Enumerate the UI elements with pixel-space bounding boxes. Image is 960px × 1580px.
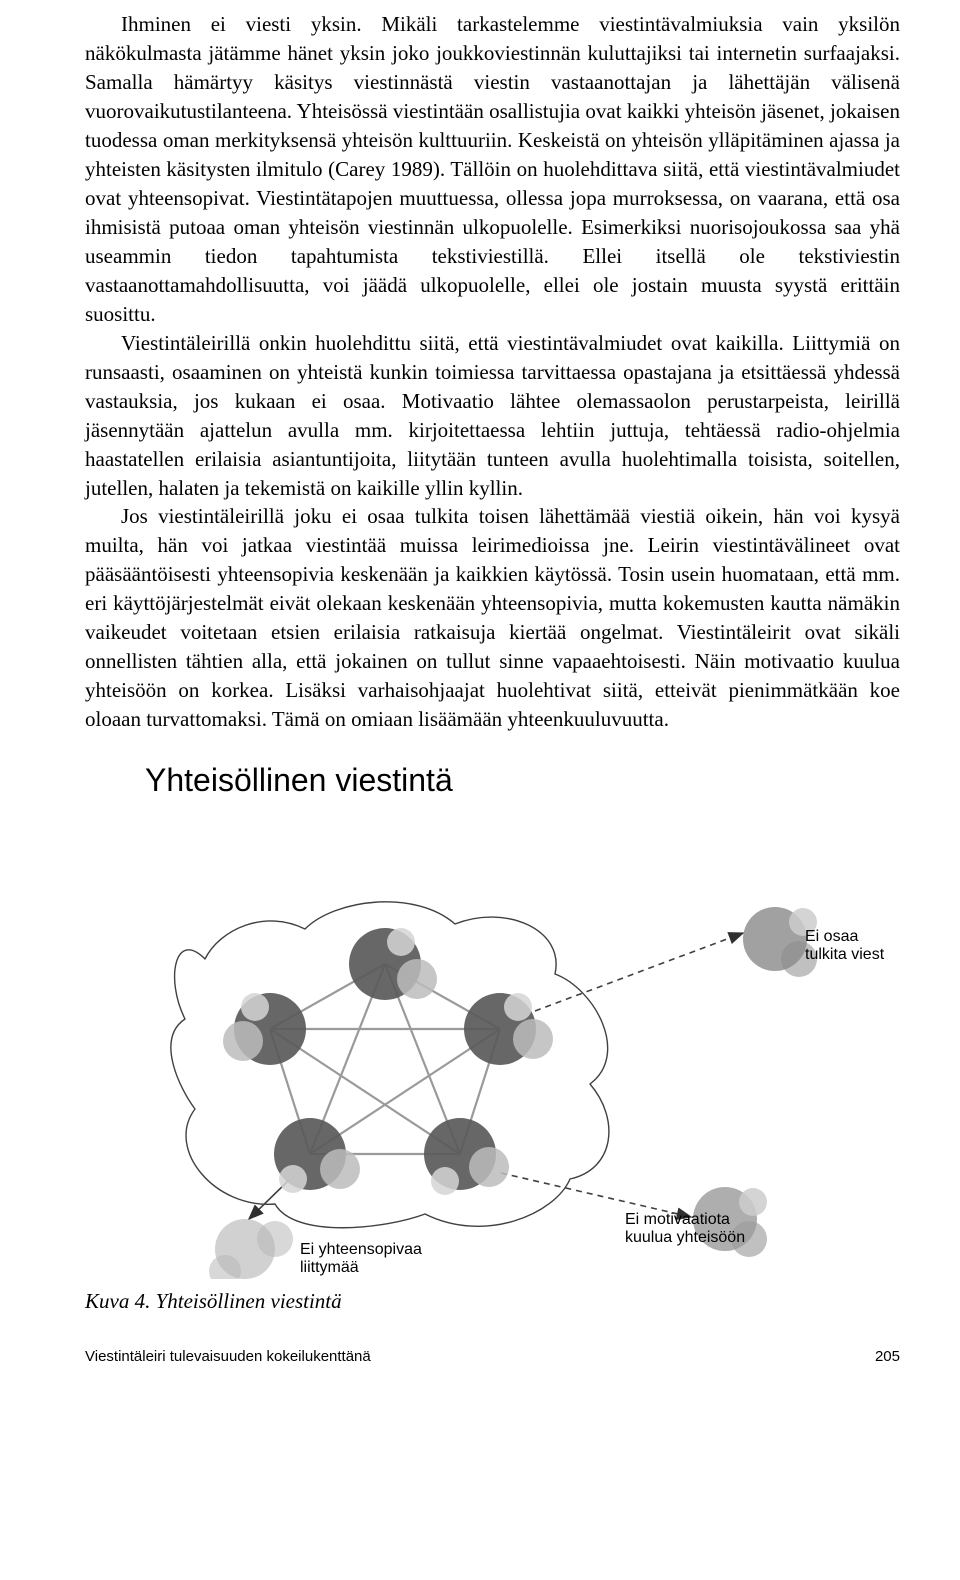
svg-text:Ei osaatulkita viestiä: Ei osaatulkita viestiä bbox=[805, 928, 885, 963]
figure-caption: Kuva 4. Yhteisöllinen viestintä bbox=[85, 1289, 900, 1314]
diagram-container: Yhteisöllinen viestintä Ei osaatulkita v… bbox=[85, 762, 900, 1314]
diagram-svg: Ei osaatulkita viestiä Ei motivaatiotakuu… bbox=[85, 809, 885, 1279]
paragraph-3: Jos viestintäleirillä joku ei osaa tulki… bbox=[85, 502, 900, 734]
paragraph-2: Viestintäleirillä onkin huolehdittu siit… bbox=[85, 329, 900, 503]
svg-text:Ei motivaatiotakuulua yhteisöö: Ei motivaatiotakuulua yhteisöön bbox=[625, 1211, 745, 1246]
footer-page-number: 205 bbox=[875, 1348, 900, 1365]
page-footer: Viestintäleiri tulevaisuuden kokeilukent… bbox=[85, 1348, 900, 1365]
svg-text:Ei yhteensopivaaliittymää: Ei yhteensopivaaliittymää bbox=[300, 1241, 422, 1276]
paragraph-1: Ihminen ei viesti yksin. Mikäli tarkaste… bbox=[85, 10, 900, 329]
footer-left: Viestintäleiri tulevaisuuden kokeilukent… bbox=[85, 1348, 371, 1365]
diagram-title: Yhteisöllinen viestintä bbox=[145, 762, 900, 799]
